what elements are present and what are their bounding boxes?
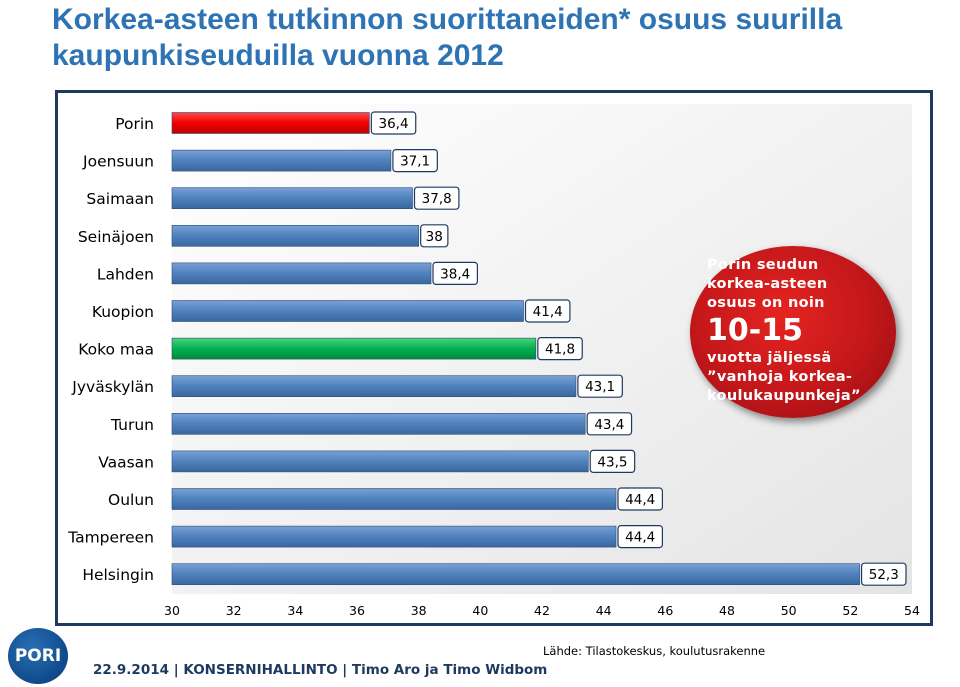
x-tick-46: 46	[657, 603, 673, 618]
pori-logo: PORI	[8, 628, 68, 684]
value-label-box-tampereen	[617, 524, 664, 549]
callout-line-3: osuus on noin	[707, 295, 825, 311]
bar-seinäjoen	[171, 225, 419, 247]
x-tick-44: 44	[596, 603, 612, 618]
category-label-porin: Porin	[115, 115, 154, 133]
bar-helsingin	[171, 563, 860, 586]
callout-line-4: vuotta jäljessä	[707, 350, 832, 366]
value-label-box-oulun	[617, 487, 664, 511]
bar-joensuun	[171, 149, 392, 172]
value-label-box-kuopion	[524, 299, 571, 323]
bar-turun	[171, 412, 586, 435]
category-label-turun: Turun	[110, 416, 154, 434]
callout-bubble: Porin seudun korkea-asteen osuus on noin…	[690, 246, 896, 418]
value-label-box-koko-maa	[537, 337, 583, 361]
category-label-helsingin: Helsingin	[82, 566, 154, 584]
value-label-porin: 36,4	[379, 116, 409, 132]
bar-porin	[171, 112, 370, 134]
bar-kuopion	[171, 300, 524, 322]
category-label-seinäjoen: Seinäjoen	[78, 228, 154, 246]
bar-koko-maa	[171, 337, 537, 360]
value-label-box-turun	[586, 412, 633, 436]
source-note: Lähde: Tilastokeskus, koulutusrakenne	[543, 644, 766, 658]
value-label-box-jyväskylän	[577, 374, 623, 398]
footer-credits: 22.9.2014 | KONSERNIHALLINTO | Timo Aro …	[93, 662, 548, 678]
x-tick-36: 36	[349, 603, 365, 618]
bar-lahden	[171, 262, 432, 285]
bar-oulun	[171, 488, 617, 510]
bar-vaasan	[171, 450, 589, 473]
x-tick-34: 34	[287, 603, 303, 618]
x-tick-52: 52	[842, 603, 858, 618]
x-tick-48: 48	[719, 603, 735, 618]
page-title: Korkea-asteen tutkinnon suorittaneiden* …	[52, 3, 843, 72]
x-tick-40: 40	[472, 603, 488, 618]
x-tick-30: 30	[164, 603, 180, 618]
category-label-tampereen: Tampereen	[67, 529, 154, 547]
value-label-joensuun: 37,1	[400, 154, 430, 170]
value-label-box-saimaan	[413, 186, 460, 210]
value-label-lahden: 38,4	[440, 266, 470, 282]
x-tick-38: 38	[411, 603, 427, 618]
value-label-saimaan: 37,8	[422, 191, 452, 207]
category-label-koko-maa: Koko maa	[78, 341, 154, 359]
value-label-tampereen: 44,4	[625, 530, 655, 546]
callout-line-1: Porin seudun	[707, 257, 819, 273]
callout-line-6: koulukaupunkeja”	[707, 388, 861, 404]
value-label-koko-maa: 41,8	[545, 342, 575, 358]
bar-jyväskylän	[171, 375, 577, 398]
category-label-kuopion: Kuopion	[92, 303, 154, 321]
value-label-box-vaasan	[589, 449, 636, 473]
value-label-vaasan: 43,5	[597, 454, 627, 470]
value-label-helsingin: 52,3	[869, 567, 899, 583]
category-label-jyväskylän: Jyväskylän	[71, 378, 154, 396]
x-tick-54: 54	[904, 603, 920, 618]
bar-tampereen	[171, 525, 617, 548]
callout-big-number: 10-15	[707, 313, 803, 348]
category-label-saimaan: Saimaan	[86, 190, 154, 208]
callout-line-2: korkea-asteen	[707, 276, 828, 292]
value-label-box-joensuun	[392, 149, 438, 173]
category-label-joensuun: Joensuun	[82, 153, 154, 171]
category-label-vaasan: Vaasan	[98, 453, 154, 471]
value-label-box-seinäjoen	[420, 224, 449, 248]
x-tick-50: 50	[781, 603, 797, 618]
value-label-box-lahden	[432, 261, 479, 285]
value-label-box-porin	[370, 111, 417, 135]
value-label-box-helsingin	[860, 562, 907, 586]
value-label-seinäjoen: 38	[426, 229, 443, 245]
category-label-oulun: Oulun	[108, 491, 154, 509]
value-label-turun: 43,4	[594, 417, 624, 433]
value-label-kuopion: 41,4	[533, 304, 563, 320]
value-label-jyväskylän: 43,1	[585, 379, 615, 395]
x-tick-32: 32	[226, 603, 242, 618]
value-label-oulun: 44,4	[625, 492, 655, 508]
category-label-lahden: Lahden	[97, 265, 154, 283]
callout-line-5: ”vanhoja korkea-	[707, 369, 853, 385]
x-tick-42: 42	[534, 603, 550, 618]
bar-saimaan	[171, 187, 413, 209]
